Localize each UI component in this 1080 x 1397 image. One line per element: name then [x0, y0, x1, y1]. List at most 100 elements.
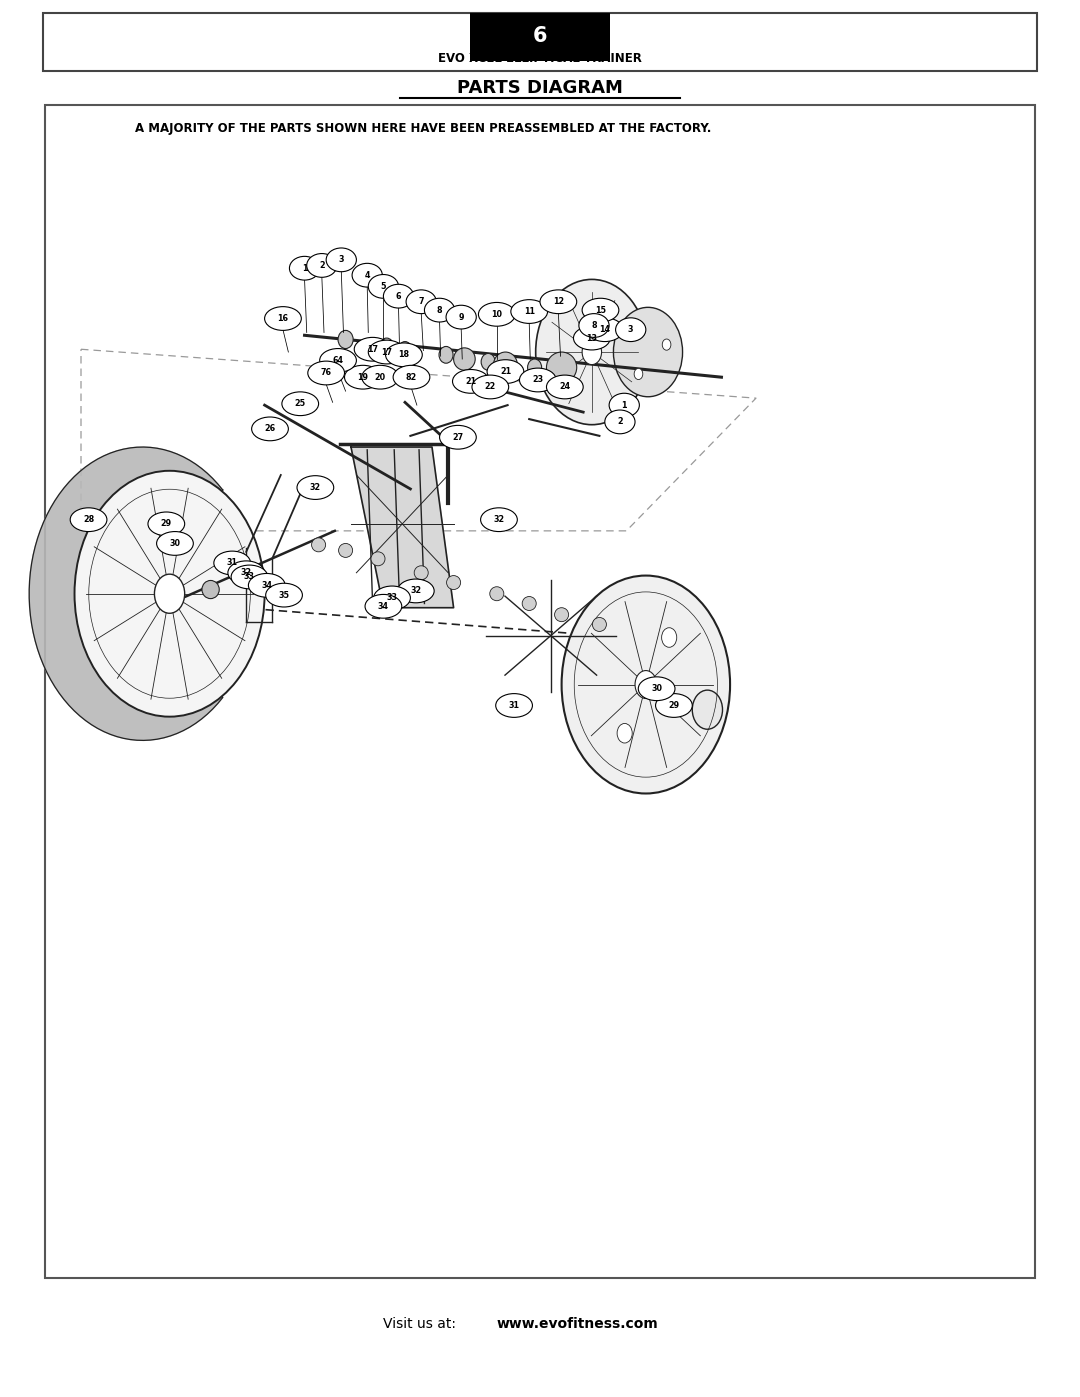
Text: 24: 24 — [559, 383, 570, 391]
Text: 32: 32 — [241, 569, 252, 577]
Ellipse shape — [406, 291, 436, 313]
Ellipse shape — [586, 319, 623, 341]
FancyBboxPatch shape — [43, 13, 1037, 71]
Polygon shape — [351, 447, 454, 608]
Text: 13: 13 — [586, 334, 597, 342]
Circle shape — [692, 690, 723, 729]
Ellipse shape — [579, 314, 609, 338]
Ellipse shape — [214, 550, 251, 576]
Text: 33: 33 — [244, 573, 255, 581]
Circle shape — [75, 471, 265, 717]
Ellipse shape — [365, 595, 402, 619]
Ellipse shape — [386, 344, 422, 366]
Ellipse shape — [605, 411, 635, 434]
Ellipse shape — [266, 584, 302, 608]
Text: 33: 33 — [387, 594, 397, 602]
Ellipse shape — [228, 562, 265, 585]
Text: 31: 31 — [509, 701, 519, 710]
Ellipse shape — [593, 617, 607, 631]
Circle shape — [662, 627, 677, 647]
Text: 26: 26 — [265, 425, 275, 433]
Ellipse shape — [380, 338, 393, 355]
Text: 10: 10 — [491, 310, 502, 319]
Ellipse shape — [573, 327, 610, 351]
Ellipse shape — [399, 341, 411, 358]
Ellipse shape — [148, 513, 185, 536]
Text: 31: 31 — [227, 559, 238, 567]
Text: Visit us at:: Visit us at: — [383, 1317, 461, 1331]
Ellipse shape — [345, 366, 381, 390]
Ellipse shape — [481, 507, 517, 532]
Text: EVO XCEL ELLIPTICAL TRAINER: EVO XCEL ELLIPTICAL TRAINER — [438, 52, 642, 66]
Text: 32: 32 — [494, 515, 504, 524]
Text: 82: 82 — [406, 373, 417, 381]
Circle shape — [617, 724, 632, 743]
Ellipse shape — [494, 352, 517, 377]
Text: 19: 19 — [357, 373, 368, 381]
Text: www.evofitness.com: www.evofitness.com — [497, 1317, 659, 1331]
Text: 1: 1 — [301, 264, 308, 272]
Ellipse shape — [297, 475, 334, 500]
Text: 29: 29 — [669, 701, 679, 710]
Ellipse shape — [511, 300, 548, 323]
Ellipse shape — [540, 291, 577, 313]
Text: 14: 14 — [599, 326, 610, 334]
FancyBboxPatch shape — [45, 105, 1035, 1278]
Circle shape — [635, 671, 657, 698]
Text: 32: 32 — [410, 587, 421, 595]
Text: 27: 27 — [453, 433, 463, 441]
Ellipse shape — [372, 552, 384, 566]
Ellipse shape — [374, 587, 410, 610]
Ellipse shape — [453, 369, 489, 394]
Ellipse shape — [454, 348, 475, 370]
Ellipse shape — [496, 694, 532, 718]
Text: 15: 15 — [595, 306, 606, 314]
Ellipse shape — [528, 359, 542, 376]
Ellipse shape — [311, 538, 326, 552]
Text: 34: 34 — [261, 581, 272, 590]
Text: 3: 3 — [338, 256, 345, 264]
Ellipse shape — [352, 263, 382, 286]
Ellipse shape — [438, 346, 454, 363]
Ellipse shape — [308, 362, 345, 386]
Ellipse shape — [289, 257, 320, 281]
Text: 12: 12 — [553, 298, 564, 306]
Ellipse shape — [252, 416, 288, 441]
Text: 30: 30 — [651, 685, 662, 693]
Text: 16: 16 — [278, 314, 288, 323]
Polygon shape — [29, 447, 222, 740]
Ellipse shape — [487, 360, 524, 384]
Ellipse shape — [397, 580, 434, 604]
Text: 34: 34 — [378, 602, 389, 610]
Ellipse shape — [368, 275, 399, 298]
Ellipse shape — [415, 566, 428, 580]
Circle shape — [154, 574, 185, 613]
Text: 11: 11 — [524, 307, 535, 316]
Ellipse shape — [519, 369, 556, 393]
Ellipse shape — [609, 394, 639, 416]
Text: 18: 18 — [399, 351, 409, 359]
Text: 6: 6 — [395, 292, 402, 300]
Ellipse shape — [265, 307, 301, 331]
Text: 5: 5 — [380, 282, 387, 291]
Text: 20: 20 — [375, 373, 386, 381]
Ellipse shape — [393, 366, 430, 390]
Ellipse shape — [326, 249, 356, 271]
Text: 29: 29 — [161, 520, 172, 528]
Circle shape — [582, 339, 602, 365]
Circle shape — [630, 330, 638, 341]
Text: 64: 64 — [333, 356, 343, 365]
Ellipse shape — [307, 254, 337, 277]
Ellipse shape — [546, 352, 577, 383]
Ellipse shape — [482, 353, 496, 370]
Ellipse shape — [440, 425, 476, 450]
Ellipse shape — [638, 678, 675, 701]
Ellipse shape — [339, 543, 352, 557]
Ellipse shape — [546, 376, 583, 400]
Ellipse shape — [231, 564, 268, 590]
Text: 21: 21 — [465, 377, 476, 386]
Circle shape — [536, 279, 648, 425]
Ellipse shape — [202, 581, 219, 599]
Ellipse shape — [616, 319, 646, 341]
Text: 35: 35 — [279, 591, 289, 599]
